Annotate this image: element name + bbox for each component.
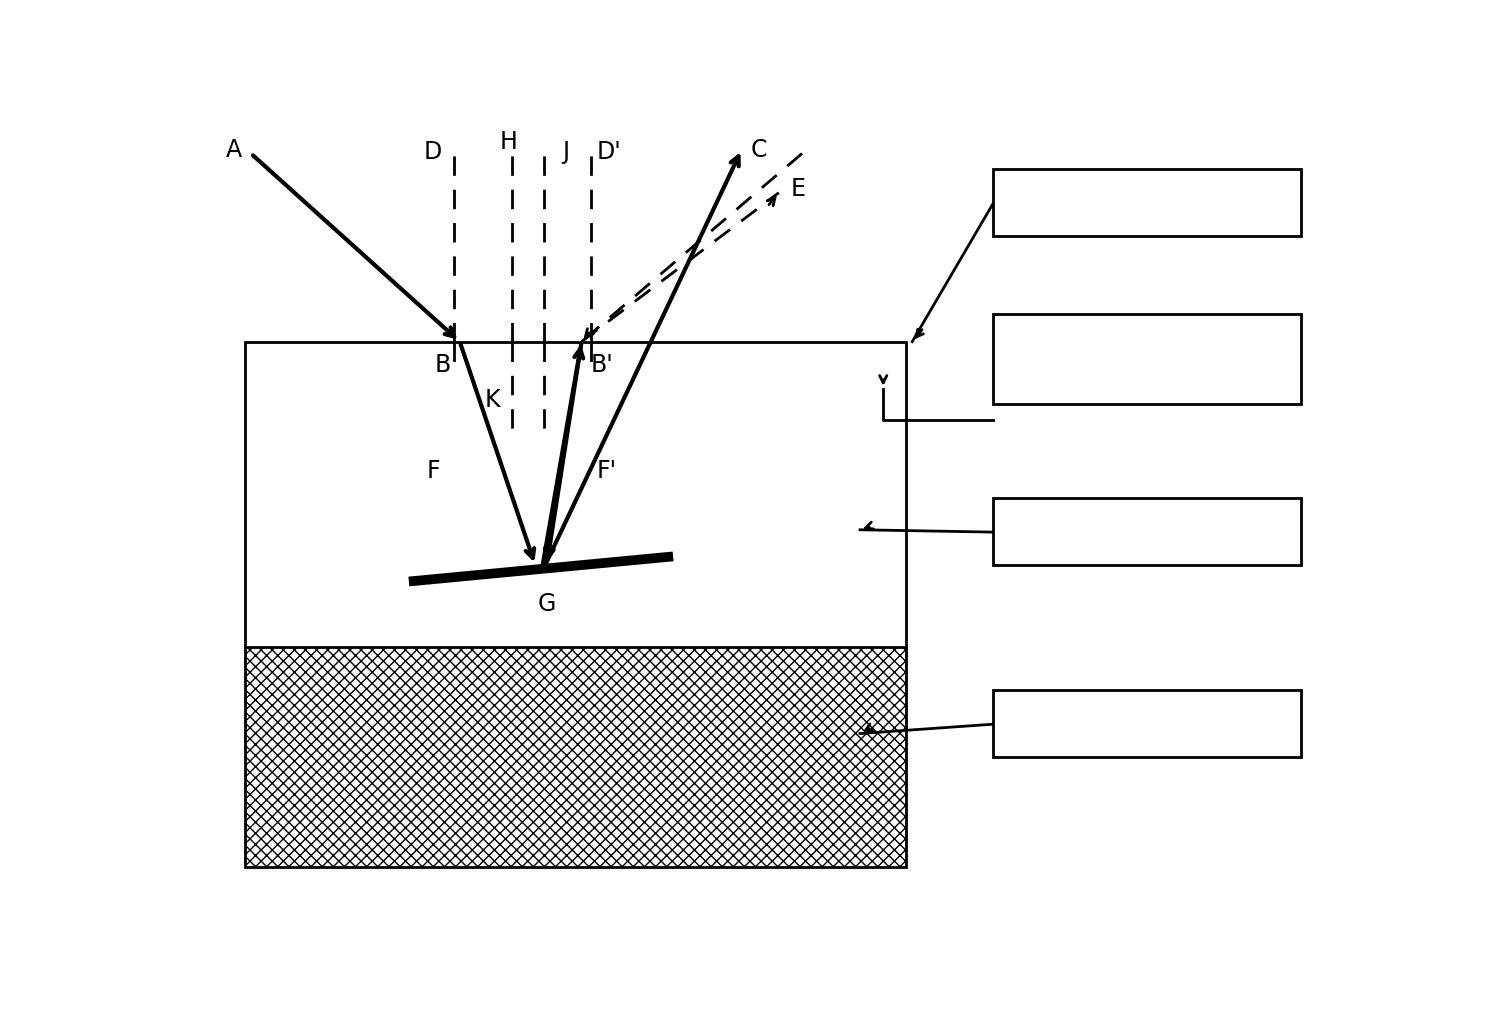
Text: B': B' — [591, 353, 614, 377]
Bar — [246, 342, 906, 867]
Bar — [994, 499, 1301, 565]
Text: Paint Film: Paint Film — [1097, 522, 1198, 542]
Text: E: E — [790, 177, 805, 201]
Text: K: K — [485, 389, 500, 412]
Text: A: A — [226, 137, 241, 162]
Text: Paint Surface: Paint Surface — [1078, 192, 1216, 213]
Text: G: G — [537, 592, 555, 616]
Bar — [994, 169, 1301, 236]
Text: D': D' — [597, 139, 621, 164]
Text: Pigment
Flake: Pigment Flake — [1105, 338, 1190, 381]
Text: J: J — [561, 139, 569, 164]
Text: B: B — [434, 353, 451, 377]
Bar — [994, 690, 1301, 757]
Text: D: D — [424, 139, 443, 164]
Bar — [246, 647, 906, 867]
Text: H: H — [500, 129, 518, 154]
Bar — [994, 315, 1301, 404]
Text: C: C — [751, 137, 768, 162]
Text: Substrate: Substrate — [1097, 714, 1198, 734]
Text: F: F — [427, 459, 440, 483]
Text: F': F' — [597, 459, 617, 483]
